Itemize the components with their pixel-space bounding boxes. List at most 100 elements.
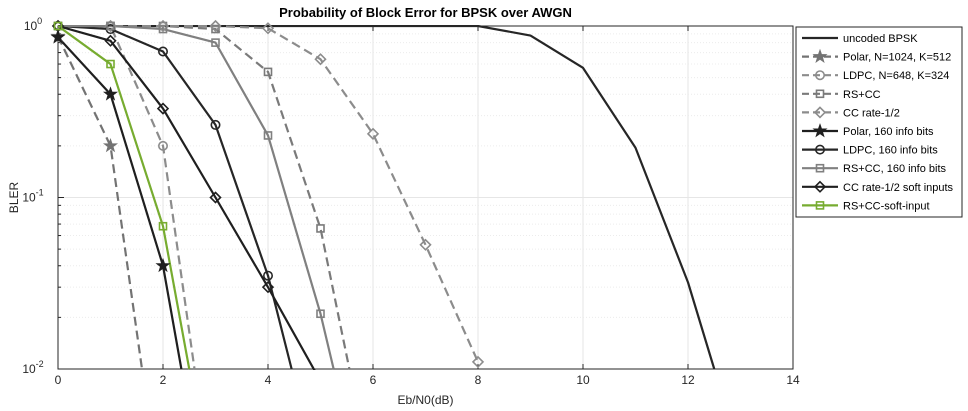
y-tick-label: 10-2: [22, 359, 43, 376]
series-7-point-shape: [262, 270, 273, 281]
series-5-point-shape: [366, 127, 380, 140]
series-8-point-shape: [263, 131, 273, 140]
legend-label: LDPC, 160 info bits: [843, 145, 938, 157]
legend-marker: [812, 48, 828, 63]
series-10-point: [158, 221, 168, 231]
series-5-point-shape: [419, 238, 432, 251]
series-9-point: [261, 281, 275, 294]
legend-label: CC rate-1/2: [843, 107, 900, 119]
series-3-point-shape: [158, 140, 169, 151]
series-4-point-shape: [263, 67, 273, 77]
series-10-point: [53, 21, 63, 31]
series-7-point: [262, 270, 273, 281]
legend-marker: [815, 163, 825, 173]
series-line-3: [58, 25, 196, 370]
series-5-point-shape: [261, 22, 275, 35]
series-8-point-shape: [158, 24, 168, 34]
series-4-point: [211, 24, 220, 34]
series-8-point: [158, 24, 168, 34]
series-10-point-shape: [158, 221, 168, 231]
x-tick-label: 14: [786, 373, 800, 387]
series-5-point: [471, 355, 485, 369]
series-5-point-shape: [314, 53, 327, 66]
series-2-point: [102, 137, 119, 153]
legend-marker: [813, 106, 827, 119]
legend-label: LDPC, N=648, K=324: [843, 70, 949, 82]
legend-marker: [814, 70, 825, 81]
series-6-point: [50, 29, 66, 44]
series-6-point-shape: [50, 29, 66, 44]
series-5-point: [366, 127, 380, 140]
series-9-point: [104, 34, 117, 47]
series-7-point: [158, 46, 169, 57]
series-5-point: [419, 238, 432, 251]
legend-marker-shape: [815, 163, 825, 173]
series-7-point: [210, 119, 221, 130]
series-8-point-shape: [316, 309, 325, 319]
legend-marker: [815, 89, 825, 99]
x-tick-label: 0: [55, 373, 62, 387]
legend-marker-shape: [815, 89, 825, 99]
axis-ticks: 0 2 4 6 8 10 12 14 100 10-1 10-2: [22, 16, 800, 387]
x-tick-label: 2: [160, 373, 167, 387]
series-5-point-shape: [156, 19, 170, 33]
series-10-point-shape: [53, 21, 63, 31]
series-4-point-shape: [211, 24, 220, 34]
series-9-point-shape: [104, 34, 117, 47]
series-5-point-shape: [209, 19, 222, 33]
x-tick-label: 8: [475, 373, 482, 387]
grid-lines: [57, 26, 794, 370]
series-10-point-shape: [106, 59, 115, 69]
legend-marker: [812, 123, 828, 138]
series-3-point: [158, 140, 169, 151]
series-line-10: [58, 25, 191, 370]
legend-marker-shape: [812, 123, 828, 138]
x-tick-label: 4: [265, 373, 272, 387]
series-8-point: [316, 309, 325, 319]
series-9-point-shape: [156, 102, 170, 115]
series-6-point-shape: [102, 86, 119, 101]
legend-marker: [814, 144, 825, 155]
series-markers: [50, 19, 485, 369]
series-9-point-shape: [261, 281, 275, 294]
series-4-point: [316, 224, 325, 233]
legend-label: RS+CC: [843, 89, 881, 101]
series-5-point: [156, 19, 170, 33]
legend-label: RS+CC, 160 info bits: [843, 163, 947, 175]
legend-label: Polar, 160 info bits: [843, 126, 934, 138]
series-9-point: [156, 102, 170, 115]
series-line-2: [58, 35, 144, 370]
series-line-8: [58, 25, 335, 370]
legend-marker: [815, 201, 825, 210]
series-line-7: [58, 25, 293, 370]
y-tick-label: 100: [24, 16, 42, 33]
series-7-point-shape: [158, 46, 169, 57]
x-tick-label: 10: [576, 373, 590, 387]
series-5-point: [314, 53, 327, 66]
legend-marker-shape: [814, 70, 825, 81]
legend-marker-shape: [814, 144, 825, 155]
series-8-point: [211, 38, 220, 47]
series-2-point-shape: [102, 137, 119, 153]
series-6-point-shape: [155, 257, 171, 273]
x-tick-label: 12: [681, 373, 695, 387]
series-5-point-shape: [471, 355, 485, 369]
series-line-9: [58, 25, 316, 370]
y-tick-label: 10-1: [22, 188, 43, 205]
series-4-point-shape: [316, 224, 325, 233]
series-9-point-shape: [209, 191, 222, 204]
legend-marker: [813, 180, 827, 193]
series-9-point: [209, 191, 222, 204]
legend-label: uncoded BPSK: [843, 33, 918, 45]
series-8-point-shape: [211, 38, 220, 47]
series-6-point: [102, 86, 119, 101]
legend: uncoded BPSK Polar, N=1024, K=512 LDPC, N=…: [795, 26, 963, 218]
x-tick-label: 6: [370, 373, 377, 387]
series-8-point-shape: [106, 21, 115, 31]
legend-label: RS+CC-soft-input: [843, 200, 930, 212]
legend-marker-shape: [812, 48, 828, 63]
series-5-point: [209, 19, 222, 33]
y-axis-label: BLER: [7, 181, 21, 213]
x-axis-label: Eb/N0(dB): [397, 393, 453, 407]
